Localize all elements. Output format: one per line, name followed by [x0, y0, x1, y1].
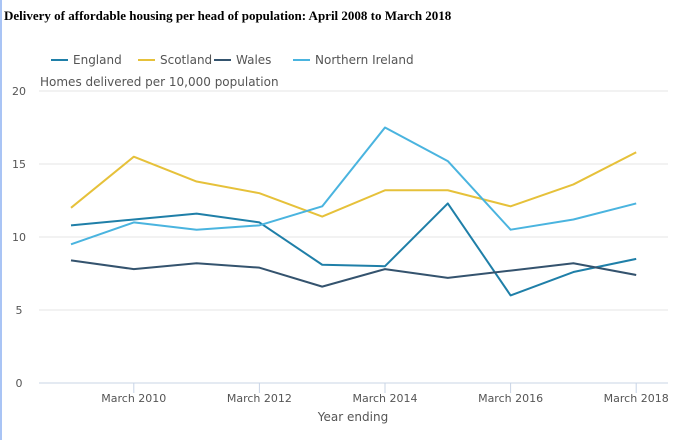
y-tick-label: 15 — [12, 158, 26, 171]
y-tick-label: 5 — [16, 304, 23, 317]
series-line-wales — [70, 259, 637, 288]
x-tick-label: March 2018 — [604, 392, 669, 405]
y-tick-label: 10 — [12, 231, 26, 244]
legend-label: England — [73, 53, 122, 67]
x-tick-label: March 2012 — [227, 392, 292, 405]
series-line-scotland — [70, 151, 637, 218]
x-tick-label: March 2016 — [478, 392, 543, 405]
legend-label: Wales — [236, 53, 271, 67]
y-tick-label: 0 — [16, 377, 23, 390]
legend-label: Northern Ireland — [315, 53, 414, 67]
series-line-england — [70, 202, 637, 297]
chart-title: Delivery of affordable housing per head … — [4, 8, 452, 23]
legend-label: Scotland — [160, 53, 212, 67]
series-line-northern-ireland — [70, 126, 637, 246]
x-axis-label: Year ending — [317, 410, 388, 424]
x-tick-label: March 2010 — [101, 392, 166, 405]
x-tick-label: March 2014 — [352, 392, 417, 405]
y-tick-label: 20 — [12, 85, 26, 98]
y-axis-label: Homes delivered per 10,000 population — [40, 75, 279, 89]
